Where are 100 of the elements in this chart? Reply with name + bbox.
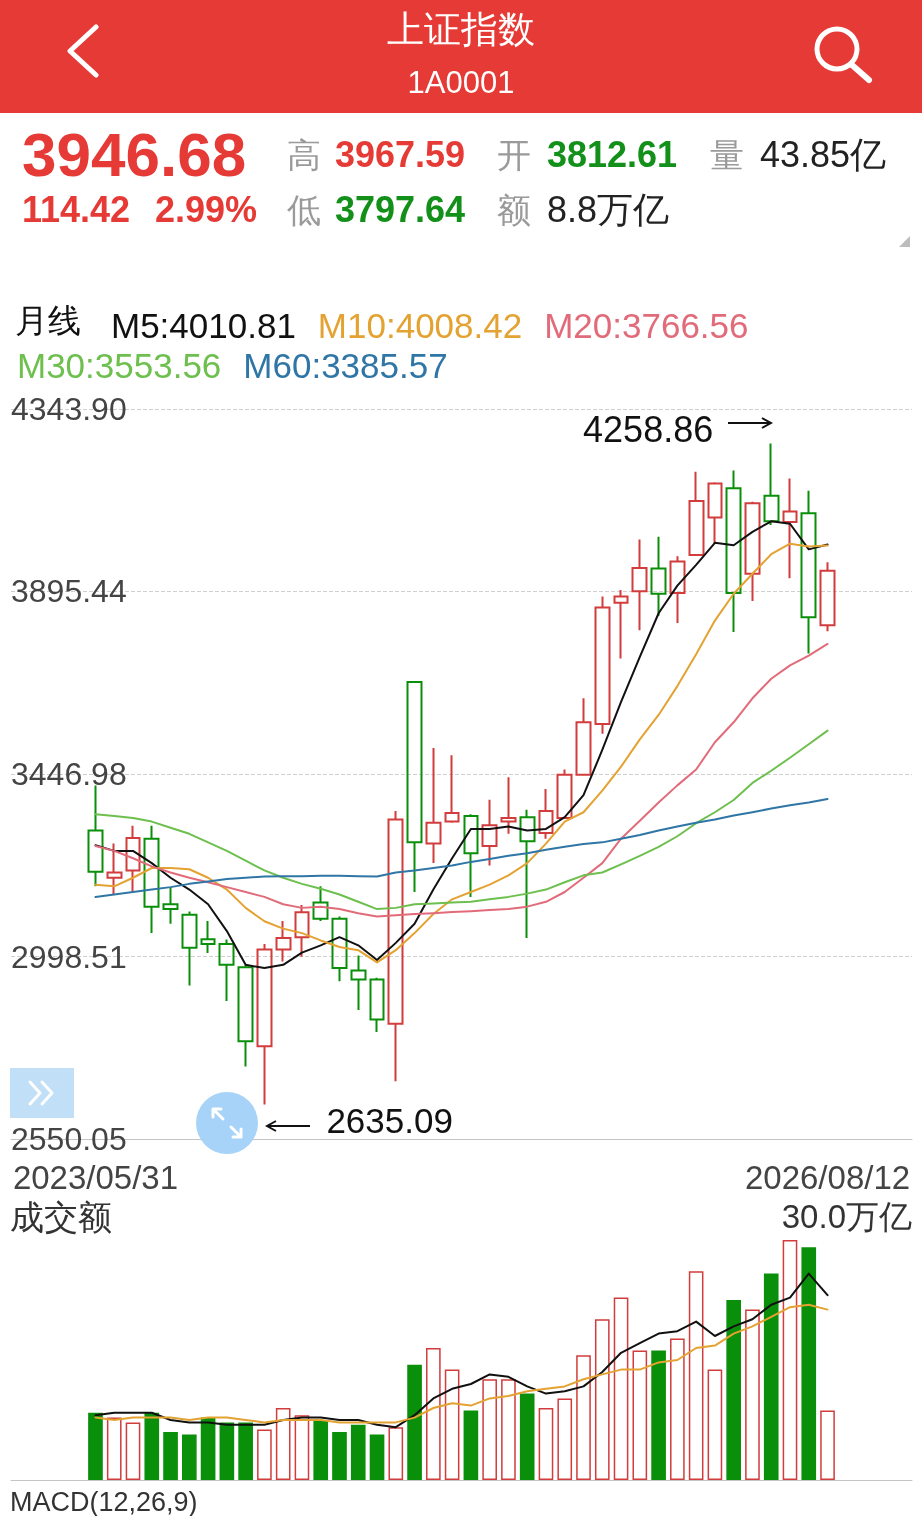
bar (538, 1408, 554, 1480)
text: M60:3385.57 (243, 346, 448, 385)
bar (782, 1240, 798, 1480)
candlestick (331, 915, 348, 983)
bar (426, 1348, 441, 1480)
bar (106, 1417, 122, 1480)
candlestick (387, 810, 404, 1083)
text: 开 (497, 136, 531, 174)
candlestick (669, 555, 686, 625)
bar (407, 1364, 422, 1480)
candlestick (725, 469, 742, 633)
bar (294, 1415, 310, 1480)
bar (125, 1422, 141, 1480)
bar (670, 1338, 685, 1480)
candlestick (143, 824, 160, 935)
chart-subtitle: 1A0001 (406, 65, 516, 100)
candlestick (631, 538, 648, 632)
candlestick (181, 910, 198, 987)
y-tick-label: 4343.90 (11, 391, 127, 427)
text: 8.8万亿 (547, 189, 670, 230)
bar (182, 1434, 197, 1480)
y-tick-label: 3446.98 (11, 756, 127, 792)
text: 114.42 (22, 189, 131, 230)
bar (763, 1273, 779, 1480)
text: 2.99% (155, 189, 258, 230)
candlestick (744, 500, 761, 603)
bar (801, 1247, 817, 1480)
text: 43.85亿 (760, 134, 887, 175)
bar (444, 1369, 460, 1480)
bar (200, 1417, 216, 1480)
annotation: 4258.86 (583, 408, 714, 450)
text: 3946.68 (22, 120, 247, 189)
bar (632, 1350, 648, 1480)
text: 高 (287, 136, 321, 174)
candlestick (594, 595, 611, 735)
candlestick (237, 963, 254, 1068)
bar (163, 1432, 178, 1480)
bar (463, 1410, 479, 1480)
candlestick (444, 754, 460, 824)
candlestick (538, 788, 554, 840)
candlestick (275, 919, 292, 963)
bar (257, 1429, 272, 1480)
candlestick (463, 813, 479, 898)
bar (388, 1427, 404, 1480)
text: M30:3553.56 (17, 346, 222, 385)
bar (332, 1432, 347, 1480)
chart-title: 上证指数 (386, 8, 536, 51)
bar (707, 1369, 723, 1480)
x-tick-label: 2026/08/12 (744, 1159, 911, 1196)
bar (88, 1412, 103, 1480)
text: 量 (710, 136, 744, 174)
bar (519, 1393, 535, 1480)
text: 3967.59 (335, 134, 466, 175)
candlestick (763, 442, 780, 526)
candlestick (575, 697, 592, 776)
chart-title: 成交额 (10, 1199, 112, 1237)
candlestick (481, 798, 498, 867)
text: M10:4008.42 (317, 306, 523, 345)
bar (594, 1319, 610, 1480)
text: 30.0万亿 (781, 1199, 912, 1235)
annotation: 2635.09 (326, 1101, 453, 1141)
text: MACD(12,26,9) (10, 1487, 198, 1516)
candlestick (650, 535, 667, 617)
y-tick-label: 2998.51 (11, 938, 127, 975)
text: M5:4010.81 (111, 306, 296, 345)
candlestick (218, 938, 235, 1003)
candlestick (556, 768, 573, 819)
bar (313, 1420, 329, 1480)
candlestick (688, 470, 705, 557)
candlestick (613, 589, 629, 660)
candlestick (294, 904, 310, 958)
legend-title: 月线 (15, 301, 81, 340)
candlestick (500, 776, 517, 835)
bar (350, 1424, 366, 1480)
text: M20:3766.56 (544, 306, 749, 345)
bar (651, 1350, 666, 1480)
bar (275, 1408, 291, 1480)
candlestick (350, 954, 367, 1012)
bar (238, 1422, 253, 1480)
bar (820, 1410, 835, 1480)
y-tick-label: 3895.44 (11, 573, 127, 610)
x-tick-label: 2023/05/31 (12, 1159, 179, 1196)
candlestick (256, 943, 273, 1106)
candlestick (707, 481, 723, 545)
candlestick (800, 489, 817, 655)
bar (482, 1379, 497, 1480)
candlestick (519, 808, 536, 939)
bar (144, 1412, 160, 1480)
bar (613, 1297, 629, 1480)
candlestick (312, 885, 329, 922)
bar (745, 1309, 760, 1480)
candlestick (125, 824, 141, 893)
line-series (94, 797, 829, 898)
candlestick (819, 561, 836, 633)
candlestick (406, 681, 423, 893)
candlestick (200, 919, 216, 955)
bar (219, 1422, 235, 1480)
candlestick (425, 746, 442, 865)
candlestick (369, 976, 385, 1033)
candlestick (106, 842, 123, 896)
